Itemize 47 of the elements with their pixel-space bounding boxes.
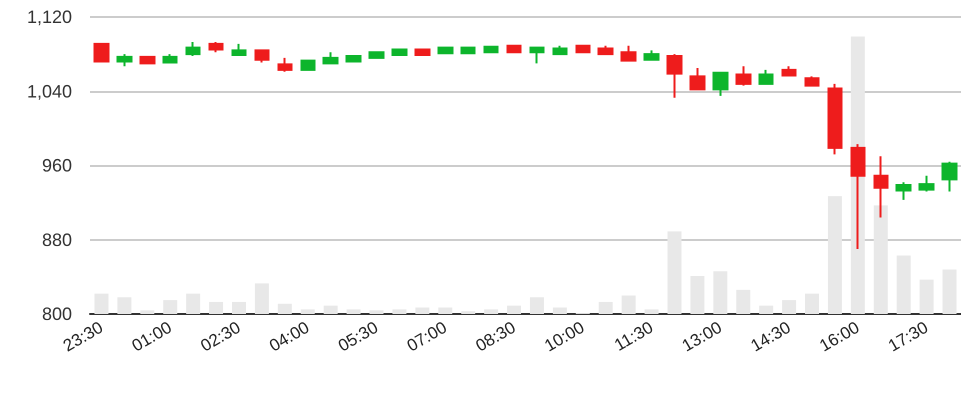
candlestick	[506, 44, 522, 54]
candlestick	[460, 46, 476, 54]
candlestick	[736, 65, 752, 87]
candlestick	[346, 54, 362, 64]
candlestick	[530, 46, 544, 64]
y-tick-label: 1,040	[26, 81, 72, 102]
candlestick	[598, 44, 614, 56]
x-tick-label: 07:00	[404, 318, 450, 356]
candlestick	[758, 68, 774, 85]
candlestick	[254, 49, 270, 64]
candlestick	[576, 44, 590, 54]
candlestick	[94, 42, 110, 63]
x-tick-label: 05:30	[334, 318, 382, 356]
candlestick	[368, 50, 384, 59]
y-tick-label: 960	[42, 156, 72, 176]
candlestick	[140, 56, 156, 64]
candlestick	[162, 53, 178, 64]
x-tick-label: 01:00	[128, 318, 175, 356]
candlestick	[116, 53, 132, 68]
y-tick-label: 880	[42, 230, 72, 250]
candlestick	[552, 44, 568, 56]
candlestick	[438, 46, 454, 56]
candlestick	[414, 48, 430, 56]
candlestick	[186, 41, 200, 57]
candlestick	[828, 82, 842, 156]
candlestick	[690, 67, 706, 90]
x-tick-label: 04:00	[266, 318, 312, 356]
candlestick	[666, 53, 682, 99]
candlestick	[208, 41, 224, 54]
y-tick-label: 1,120	[26, 7, 72, 27]
candlestick	[804, 75, 820, 87]
candlestick	[300, 60, 316, 71]
x-tick-label: 02:30	[197, 318, 244, 356]
candlestick	[942, 160, 958, 192]
candlestick	[712, 72, 728, 97]
x-tick-label: 08:30	[472, 318, 519, 356]
candlestick	[896, 181, 912, 201]
candlestick	[918, 174, 934, 192]
y-tick-label: 800	[42, 304, 72, 324]
candlestick	[278, 56, 292, 73]
candlestick	[392, 48, 408, 56]
candlestick	[620, 44, 636, 63]
candlestick	[484, 46, 498, 54]
candlestick	[322, 51, 338, 64]
candlestick	[782, 65, 796, 76]
candlestick	[232, 42, 246, 56]
candlestick	[644, 49, 660, 61]
